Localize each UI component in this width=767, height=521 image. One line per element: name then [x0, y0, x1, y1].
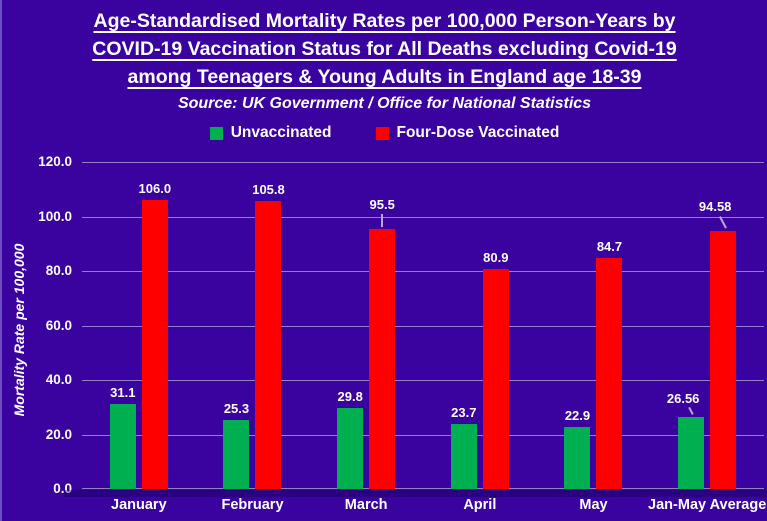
bar-unvaccinated — [223, 420, 250, 489]
plot-area: 31.1 106.0 25.3 105.8 29.8 95.5 23.7 80.9 22.9 84… — [82, 162, 764, 489]
x-axis-label: Jan-May Average — [648, 497, 767, 513]
bar-unvaccinated — [109, 404, 136, 489]
bar-four-dose-vaccinated — [710, 231, 737, 489]
y-axis-tick-label: 80.0 — [45, 263, 72, 278]
legend-item-unvaccinated: Unvaccinated — [209, 124, 332, 142]
bar-group-january: 31.1 106.0 — [82, 162, 196, 489]
y-axis-tick-label: 20.0 — [45, 426, 72, 442]
x-axis-label: February — [221, 497, 284, 513]
label-leader-line — [688, 406, 694, 415]
legend-item-four-dose-vaccinated: Four-Dose Vaccinated — [375, 124, 560, 142]
gridline — [82, 325, 764, 327]
value-label: 23.7 — [451, 405, 477, 421]
value-label: 26.56 — [666, 390, 700, 406]
legend-swatch-icon — [209, 126, 223, 140]
gridline — [82, 488, 764, 489]
legend-swatch-icon — [375, 126, 389, 140]
x-axis-label: April — [463, 497, 497, 513]
chart-title: Age-Standardised Mortality Rates per 100… — [2, 7, 767, 116]
bar-group-march: 29.8 95.5 — [309, 162, 423, 489]
label-leader-line — [381, 213, 383, 227]
y-axis-tick-label: 0.0 — [53, 481, 72, 496]
chart-title-line-3: among Teenagers & Young Adults in Englan… — [127, 66, 642, 88]
x-axis-label: May — [579, 497, 608, 513]
value-label: 94.58 — [698, 199, 732, 215]
bar-unvaccinated — [450, 424, 477, 489]
gridline — [82, 434, 764, 436]
label-leader-line — [719, 216, 727, 229]
gridline — [82, 271, 764, 272]
bar-group-jan-may-average: 26.56 94.58 — [650, 162, 764, 489]
bar-group-february: 25.3 105.8 — [196, 162, 310, 489]
gridline — [82, 380, 764, 381]
value-label: 25.3 — [223, 401, 250, 417]
y-axis-tick-label: 40.0 — [45, 372, 72, 387]
x-axis-label: January — [111, 497, 167, 513]
legend-label: Unvaccinated — [230, 124, 332, 141]
y-axis-tick-label: 60.0 — [45, 317, 72, 333]
bar-four-dose-vaccinated — [141, 200, 168, 489]
bar-unvaccinated — [564, 426, 591, 489]
bar-four-dose-vaccinated — [596, 258, 623, 489]
gridline — [82, 216, 764, 218]
chart-title-line-2: COVID-19 Vaccination Status for All Deat… — [92, 38, 677, 60]
value-label: 22.9 — [564, 407, 591, 423]
legend: Unvaccinated Four-Dose Vaccinated — [2, 124, 767, 142]
bar-group-may: 22.9 84.7 — [537, 162, 651, 489]
bar-four-dose-vaccinated — [369, 228, 396, 489]
chart-title-line-1: Age-Standardised Mortality Rates per 100… — [93, 10, 676, 32]
value-label: 106.0 — [138, 181, 172, 197]
bar-unvaccinated — [337, 407, 364, 489]
bar-group-april: 23.7 80.9 — [423, 162, 537, 489]
value-label: 95.5 — [369, 196, 395, 212]
legend-label: Four-Dose Vaccinated — [396, 124, 560, 141]
y-axis-tick-label: 100.0 — [38, 208, 72, 224]
bar-four-dose-vaccinated — [482, 268, 509, 489]
x-axis-line — [64, 490, 767, 497]
x-axis-label: March — [344, 497, 388, 513]
value-label: 105.8 — [252, 181, 285, 197]
value-label: 31.1 — [110, 385, 136, 401]
y-axis-tick-label: 120.0 — [38, 154, 72, 169]
value-label: 29.8 — [337, 388, 363, 404]
chart-source: Source: UK Government / Office for Natio… — [177, 95, 592, 112]
bar-four-dose-vaccinated — [255, 200, 282, 489]
bar-unvaccinated — [678, 416, 705, 489]
gridline — [82, 162, 764, 163]
value-label: 80.9 — [483, 249, 509, 265]
value-label: 84.7 — [596, 239, 623, 255]
